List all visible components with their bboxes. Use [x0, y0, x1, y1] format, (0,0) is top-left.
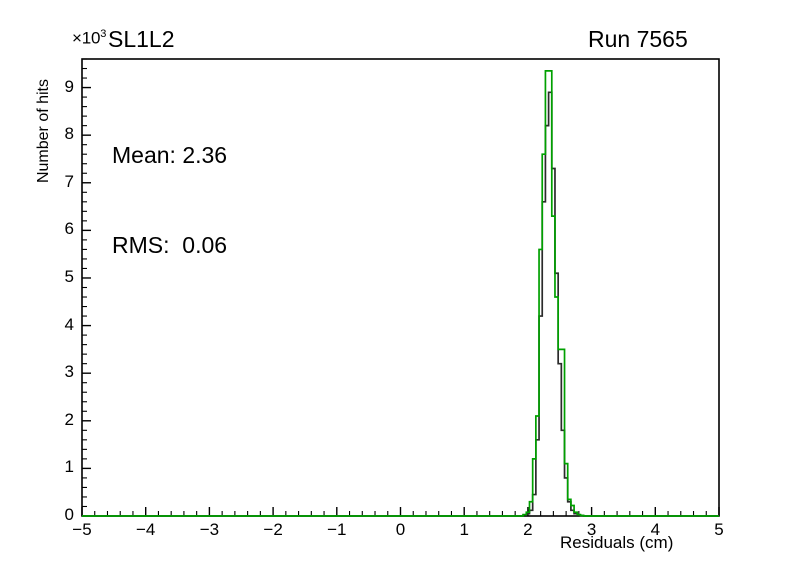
x-tick-label: 1: [459, 520, 469, 539]
x-tick-label: 3: [586, 520, 597, 539]
y-tick-label: 2: [64, 409, 74, 429]
x-tick-label: 5: [714, 520, 724, 539]
x-axis-title: Residuals (cm): [560, 533, 674, 552]
y-tick-label: 8: [64, 124, 74, 144]
x-tick-label: −4: [135, 520, 156, 539]
stats-box: Mean: 2.36 RMS: 0.06: [112, 80, 227, 320]
x-tick-label: 4: [650, 520, 661, 539]
y-tick-label: 1: [64, 457, 74, 477]
histogram-series: [82, 70, 719, 517]
page-title: SL1L2: [108, 26, 175, 52]
series-hist-black: [82, 91, 719, 517]
y-tick-label: 9: [64, 76, 74, 96]
y-axis-exponent: ×103: [72, 28, 106, 49]
y-tick-label: 4: [64, 314, 74, 334]
series-hist-green: [82, 70, 719, 517]
stats-mean: Mean: 2.36: [112, 142, 228, 168]
y-tick-label: 3: [64, 362, 74, 382]
y-axis-exponent-base: ×10: [72, 28, 101, 48]
x-tick-label: −2: [263, 520, 283, 539]
x-tick-label: 0: [395, 520, 406, 539]
x-tick-label: −1: [327, 520, 347, 539]
y-axis-title: Number of hits: [35, 78, 52, 184]
y-tick-label: 7: [64, 171, 74, 191]
y-tick-label: 0: [64, 505, 74, 524]
x-tick-label: −3: [199, 520, 220, 539]
y-axis-exponent-power: 3: [100, 28, 107, 40]
y-tick-label: 6: [64, 219, 74, 239]
y-tick-label: 5: [64, 266, 74, 286]
stats-rms: RMS: 0.06: [112, 232, 228, 258]
x-tick-label: −5: [72, 520, 92, 539]
run-label: Run 7565: [588, 26, 688, 52]
x-tick-label: 2: [523, 520, 533, 539]
